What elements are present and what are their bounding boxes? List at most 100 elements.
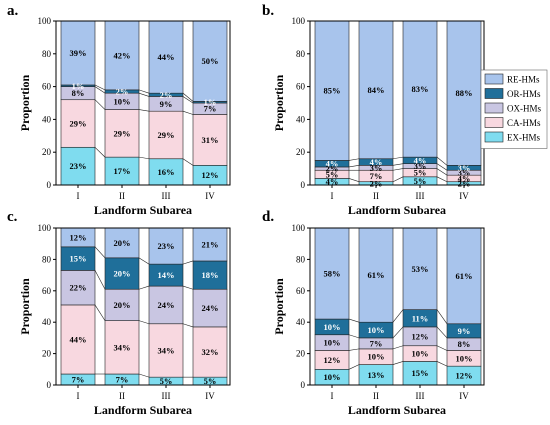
connector-line <box>138 109 150 112</box>
data-label: 17% <box>114 166 131 176</box>
connector-line <box>94 246 106 259</box>
y-axis-title: Proportion <box>272 74 286 131</box>
y-tick-label: 20 <box>296 349 306 359</box>
y-tick-label: 80 <box>42 49 52 59</box>
x-tick-label: II <box>119 191 125 201</box>
connector-line <box>182 323 194 328</box>
connector-line <box>348 364 360 370</box>
connector-line <box>436 163 448 171</box>
data-label: 23% <box>70 161 87 171</box>
bar-segment-ca-hms-iii <box>148 110 184 160</box>
data-label: 2% <box>116 87 129 97</box>
data-label: 3% <box>370 163 383 173</box>
chart-panel-1: a.23%29%8%1%39%17%29%10%2%42%16%29%9%2%4… <box>7 3 231 217</box>
x-tick-label: III <box>162 391 171 401</box>
data-label: 42% <box>114 50 131 60</box>
data-label: 53% <box>412 264 429 274</box>
y-axis-title: Proportion <box>18 74 32 131</box>
y-axis-title: Proportion <box>18 278 32 335</box>
data-label: 12% <box>412 331 429 341</box>
connector-line <box>138 320 150 325</box>
x-tick-label: III <box>416 391 425 401</box>
data-label: 1% <box>72 81 85 91</box>
x-tick-label: I <box>77 391 80 401</box>
data-label: 2% <box>370 178 383 188</box>
data-label: 31% <box>202 135 219 145</box>
data-label: 16% <box>158 167 175 177</box>
connector-line <box>348 158 360 161</box>
y-tick-label: 40 <box>42 114 52 124</box>
data-label: 3% <box>458 168 471 178</box>
bar-segment-ex-hms-i <box>60 146 96 186</box>
data-label: 7% <box>370 171 383 181</box>
connector-line <box>392 168 404 171</box>
connector-line <box>138 156 150 160</box>
connector-line <box>138 92 150 97</box>
data-label: 10% <box>368 325 385 335</box>
data-label: 2% <box>160 90 173 100</box>
data-label: 29% <box>114 128 131 138</box>
y-tick-label: 60 <box>42 286 52 296</box>
y-tick-label: 0 <box>301 380 306 390</box>
connector-line <box>94 304 106 321</box>
bar-segment-re-hms-iii <box>148 20 184 94</box>
bar-segment-ca-hms-iii <box>148 323 184 378</box>
data-label: 5% <box>160 376 173 386</box>
data-label: 10% <box>324 372 341 382</box>
data-label: 3% <box>414 161 427 171</box>
connector-line <box>348 165 360 168</box>
data-label: 10% <box>324 322 341 332</box>
connector-line <box>348 318 360 323</box>
connector-line <box>94 86 106 94</box>
data-label: 34% <box>114 342 131 352</box>
data-label: 10% <box>368 352 385 362</box>
axes-frame <box>309 227 485 386</box>
chart-panel-4: d. 10% 12% 10% 10% 58% 13% 10% 7% 10% 61% 15% 10% 12%… <box>262 209 485 417</box>
bar-segment-ox-hms-iii <box>148 285 184 325</box>
data-label: 39% <box>70 48 87 58</box>
connector-line <box>348 348 360 351</box>
data-label: 15% <box>412 368 429 378</box>
x-tick-label: IV <box>459 391 469 401</box>
data-label: 15% <box>70 254 87 264</box>
connector-line <box>436 309 448 324</box>
data-label: 5% <box>204 376 217 386</box>
y-tick-label: 60 <box>296 286 306 296</box>
data-label: 7% <box>72 375 85 385</box>
data-label: 12% <box>202 170 219 180</box>
connector-line <box>182 96 194 104</box>
chart-panel-2: b.4%5%2%4%85%2%7%3%4%84%5%5%3%4%83%2%4%3… <box>262 3 548 217</box>
y-axis-title: Proportion <box>272 278 286 335</box>
bar-segment-or-hms-iv <box>192 260 228 290</box>
connector-line <box>94 84 106 91</box>
data-label: 3% <box>458 163 471 173</box>
x-axis-title: Landform Subarea <box>348 203 446 217</box>
data-label: 2% <box>458 178 471 188</box>
connector-line <box>436 168 448 176</box>
connector-line <box>436 361 448 367</box>
connector-line <box>94 99 106 110</box>
data-label: 4% <box>326 177 339 187</box>
connector-line <box>436 326 448 339</box>
legend-label: OX-HMs <box>507 104 541 114</box>
data-label: 21% <box>202 239 219 249</box>
bar-segment-re-hms-iii <box>148 227 184 265</box>
bar-segment-ex-hms-iii <box>148 158 184 186</box>
data-label: 32% <box>202 347 219 357</box>
x-tick-label: I <box>331 191 334 201</box>
data-label: 83% <box>412 84 429 94</box>
bar-segment-re-hms-ii <box>358 227 394 323</box>
data-label: 10% <box>114 96 131 106</box>
data-label: 44% <box>70 334 87 344</box>
connector-line <box>94 270 106 290</box>
y-tick-label: 80 <box>42 254 52 264</box>
data-label: 9% <box>458 326 471 336</box>
connector-line <box>182 285 194 290</box>
data-label: 4% <box>458 173 471 183</box>
bar-segment-re-hms-iii <box>402 20 438 158</box>
connector-line <box>94 147 106 158</box>
y-tick-label: 20 <box>42 147 52 157</box>
x-tick-label: I <box>331 391 334 401</box>
legend: RE-HMs OR-HMs OX-HMs CA-HMs EX-HMs <box>480 69 548 149</box>
data-label: 7% <box>370 338 383 348</box>
